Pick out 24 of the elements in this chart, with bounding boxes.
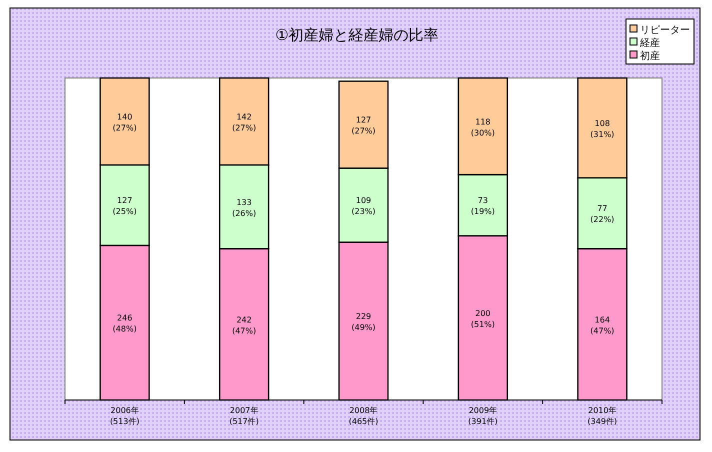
- data-label: 229 (49%): [351, 312, 376, 332]
- data-label: 109 (23%): [351, 196, 376, 216]
- chart-title: ①初産婦と経産婦の比率: [275, 26, 439, 44]
- x-tick-label: 2008年 (465件): [348, 406, 378, 426]
- legend-label: 初産: [640, 50, 660, 62]
- x-tick-label: 2007年 (517件): [229, 406, 259, 426]
- legend-label: 経産: [639, 37, 660, 49]
- legend-label: リピーター: [640, 25, 690, 36]
- data-label: 127 (27%): [351, 116, 376, 136]
- data-label: 73 (19%): [470, 196, 495, 216]
- data-label: 77 (22%): [590, 204, 614, 224]
- data-label: 118 (30%): [470, 117, 495, 138]
- data-label: 142 (27%): [232, 112, 256, 132]
- data-label: 164 (47%): [590, 315, 614, 336]
- data-label: 246 (48%): [112, 314, 137, 334]
- data-label: 133 (26%): [232, 198, 256, 218]
- data-label: 140 (27%): [112, 112, 137, 132]
- data-label: 127 (25%): [112, 196, 137, 216]
- x-tick-label: 2006年 (513件): [110, 406, 140, 426]
- data-label: 242 (47%): [232, 315, 256, 336]
- data-label: 108 (31%): [590, 118, 614, 139]
- x-tick-label: 2010年 (349件): [588, 406, 618, 426]
- data-label: 200 (51%): [470, 308, 495, 329]
- x-tick-label: 2009年 (391件): [468, 406, 498, 426]
